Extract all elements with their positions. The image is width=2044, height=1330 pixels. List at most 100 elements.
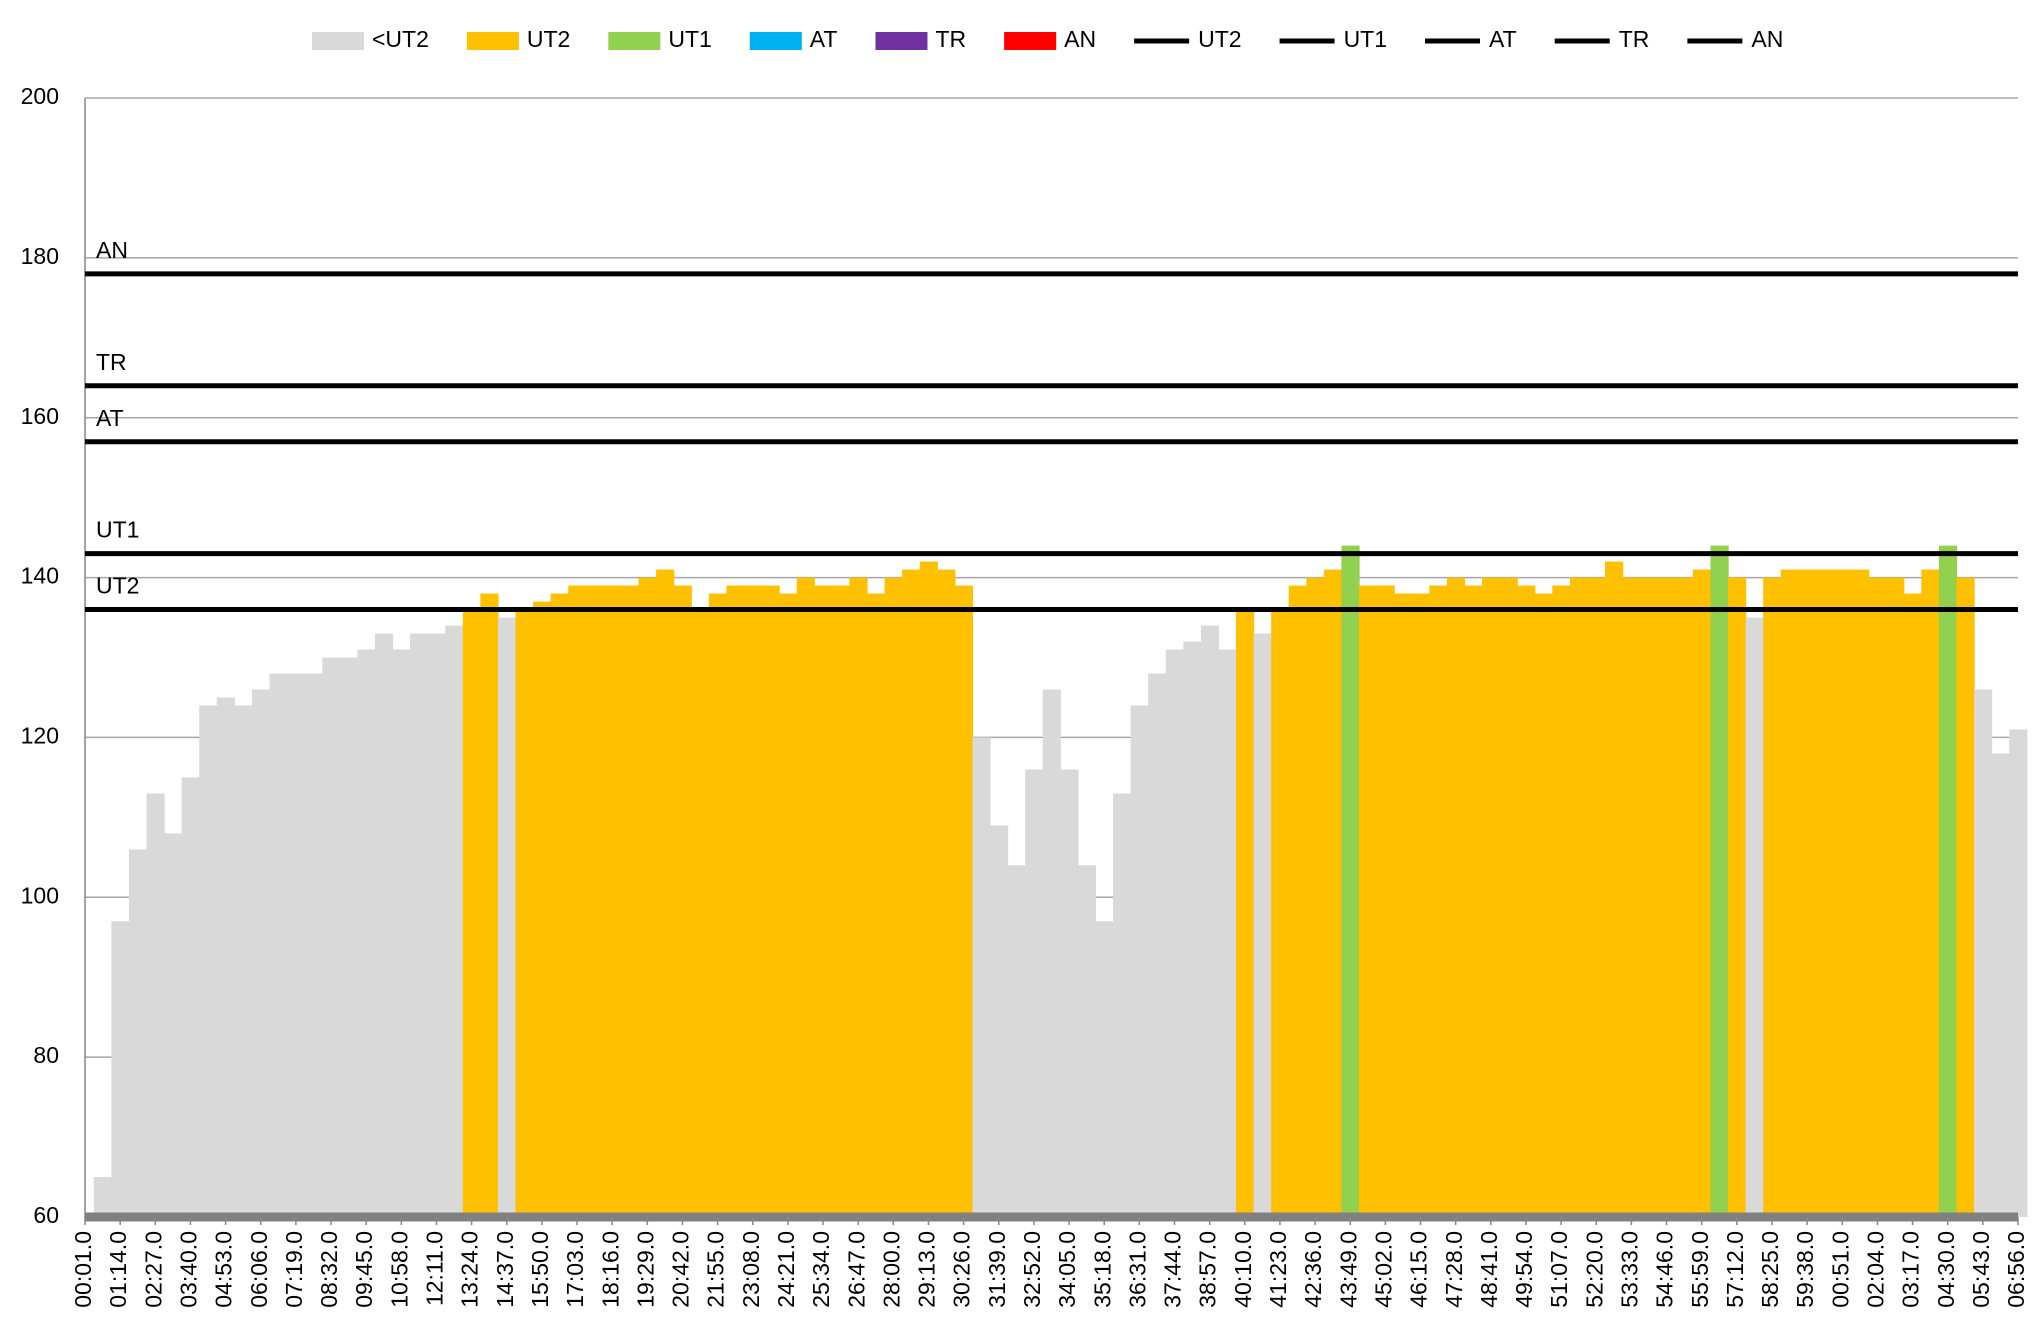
bar (1657, 577, 1676, 1217)
bar (603, 585, 622, 1217)
bar (497, 617, 517, 1217)
bar (1341, 545, 1360, 1217)
x-tick-label: 06:06.0 (246, 1231, 272, 1308)
y-tick-label: 180 (21, 243, 59, 269)
bar (1148, 673, 1167, 1217)
x-tick-label: 54:46.0 (1652, 1231, 1678, 1308)
x-tick-label: 07:19.0 (281, 1231, 307, 1308)
bar (1429, 585, 1448, 1217)
bar (761, 585, 780, 1217)
bar (1376, 585, 1395, 1217)
bar (726, 585, 745, 1217)
bar (93, 1177, 112, 1217)
x-tick-label: 34:05.0 (1054, 1231, 1080, 1308)
bar (374, 633, 394, 1217)
bar (708, 593, 728, 1217)
threshold-label: TR (96, 349, 127, 375)
x-tick-label: 08:32.0 (316, 1231, 342, 1308)
x-tick-label: 02:04.0 (1862, 1231, 1888, 1308)
bar (1552, 585, 1571, 1217)
legend-swatch (749, 32, 802, 50)
x-tick-label: 46:15.0 (1406, 1231, 1432, 1308)
bar (1517, 585, 1536, 1217)
bar (410, 633, 429, 1217)
bar (199, 705, 218, 1217)
bar (937, 569, 956, 1217)
x-tick-label: 32:52.0 (1019, 1231, 1045, 1308)
bar (322, 657, 341, 1217)
x-tick-label: 57:12.0 (1722, 1231, 1748, 1308)
bar (1077, 865, 1097, 1217)
bar (656, 569, 675, 1217)
x-tick-label: 23:08.0 (738, 1231, 764, 1308)
bar (814, 585, 833, 1217)
bar (1640, 577, 1659, 1217)
bar (1095, 921, 1114, 1217)
legend-label: TR (1619, 26, 1650, 52)
legend-label: UT1 (1344, 26, 1387, 52)
y-tick-label: 100 (21, 882, 59, 908)
bar (304, 673, 323, 1217)
x-tick-label: 31:39.0 (984, 1231, 1010, 1308)
x-tick-label: 04:53.0 (211, 1231, 237, 1308)
x-tick-label: 29:13.0 (914, 1231, 940, 1308)
bar (550, 593, 569, 1217)
bar (1253, 633, 1272, 1217)
bar (1745, 617, 1764, 1217)
bar (128, 849, 148, 1217)
x-tick-label: 04:30.0 (1933, 1231, 1959, 1308)
x-tick-label: 42:36.0 (1300, 1231, 1326, 1308)
bar (234, 705, 253, 1217)
bar (251, 689, 271, 1217)
bar (515, 609, 534, 1217)
bar (919, 561, 938, 1217)
legend-label: UT2 (1198, 26, 1241, 52)
bar (287, 673, 306, 1217)
bar (1025, 769, 1044, 1217)
bar (480, 593, 499, 1217)
bar (585, 585, 604, 1217)
bar (1798, 569, 1817, 1217)
legend-swatch (608, 32, 661, 50)
x-tick-label: 20:42.0 (668, 1231, 694, 1308)
x-tick-label: 03:17.0 (1898, 1231, 1924, 1308)
bar (1903, 593, 1922, 1217)
x-tick-label: 58:25.0 (1757, 1231, 1783, 1308)
legend-label: AN (1064, 26, 1096, 52)
bar (989, 825, 1009, 1217)
y-tick-label: 160 (21, 403, 59, 429)
bar (1130, 705, 1149, 1217)
bar (339, 657, 358, 1217)
bar (164, 833, 183, 1217)
bar (1271, 609, 1290, 1217)
bar (1622, 577, 1641, 1217)
legend-swatch (312, 32, 364, 50)
x-tick-label: 01:14.0 (105, 1231, 131, 1308)
threshold-label: AN (96, 237, 128, 263)
bar (1886, 577, 1905, 1217)
x-tick-label: 13:24.0 (457, 1231, 483, 1308)
bar (1007, 865, 1026, 1217)
bar (1394, 593, 1413, 1217)
bar (1464, 585, 1483, 1217)
bar (1236, 609, 1255, 1217)
bar (427, 633, 446, 1217)
bar (1411, 593, 1430, 1217)
bar (638, 577, 657, 1217)
bar (1165, 649, 1184, 1217)
x-tick-label: 12:11.0 (422, 1231, 448, 1306)
bar (1851, 569, 1870, 1217)
legend-label: <UT2 (372, 26, 429, 52)
bar (357, 649, 376, 1217)
bar (1868, 577, 1887, 1217)
bar (866, 593, 886, 1217)
legend-label: UT1 (668, 26, 711, 52)
bar (111, 921, 130, 1217)
bar (1446, 577, 1466, 1217)
x-tick-label: 53:33.0 (1616, 1231, 1642, 1308)
bar (1956, 577, 1975, 1217)
bar (779, 593, 798, 1217)
bar (181, 777, 200, 1217)
threshold-label: UT1 (96, 517, 139, 543)
bar (1113, 793, 1132, 1217)
